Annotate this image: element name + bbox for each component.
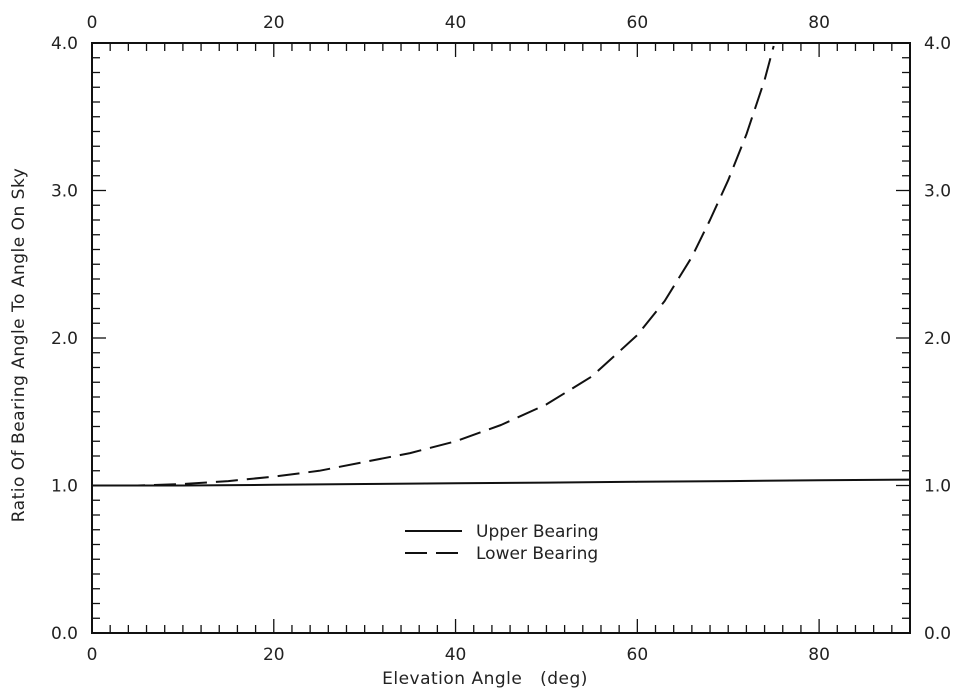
y-tick-label-left: 3.0: [51, 182, 78, 202]
x-tick-label-bottom: 60: [627, 645, 649, 665]
x-tick-label-top: 0: [87, 13, 98, 33]
y-tick-label-right: 4.0: [924, 34, 951, 54]
x-tick-label-top: 60: [627, 13, 649, 33]
y-tick-label-right: 1.0: [924, 477, 951, 497]
tick-marks: [91, 42, 911, 634]
tick-labels: 0 0 20 20 40 40 60 60 80 80 0.0 0.0 1.0 1.0 2.0 2.0 3.0 3…: [51, 13, 951, 665]
legend-label-lower-bearing: Lower Bearing: [476, 544, 598, 564]
y-tick-label-right: 2.0: [924, 329, 951, 349]
y-tick-label-left: 4.0: [51, 34, 78, 54]
y-tick-label-right: 3.0: [924, 182, 951, 202]
x-axis-title: Elevation Angle (deg): [382, 669, 588, 689]
y-tick-label-left: 0.0: [51, 624, 78, 644]
y-tick-label-right: 0.0: [924, 624, 951, 644]
x-tick-label-bottom: 0: [87, 645, 98, 665]
x-tick-label-top: 80: [808, 13, 830, 33]
series-line-upper-bearing: [92, 478, 911, 487]
y-tick-label-left: 1.0: [51, 477, 78, 497]
x-tick-label-bottom: 20: [263, 645, 285, 665]
legend: Upper Bearing Lower Bearing: [405, 522, 599, 564]
x-tick-label-bottom: 40: [445, 645, 467, 665]
series-lines: [92, 45, 911, 487]
y-axis-title: Ratio Of Bearing Angle To Angle On Sky: [9, 168, 29, 523]
series-line-lower-bearing: [92, 45, 775, 487]
x-tick-label-top: 40: [445, 13, 467, 33]
y-tick-label-left: 2.0: [51, 329, 78, 349]
legend-label-upper-bearing: Upper Bearing: [476, 522, 599, 542]
x-tick-label-bottom: 80: [808, 645, 830, 665]
x-tick-label-top: 20: [263, 13, 285, 33]
